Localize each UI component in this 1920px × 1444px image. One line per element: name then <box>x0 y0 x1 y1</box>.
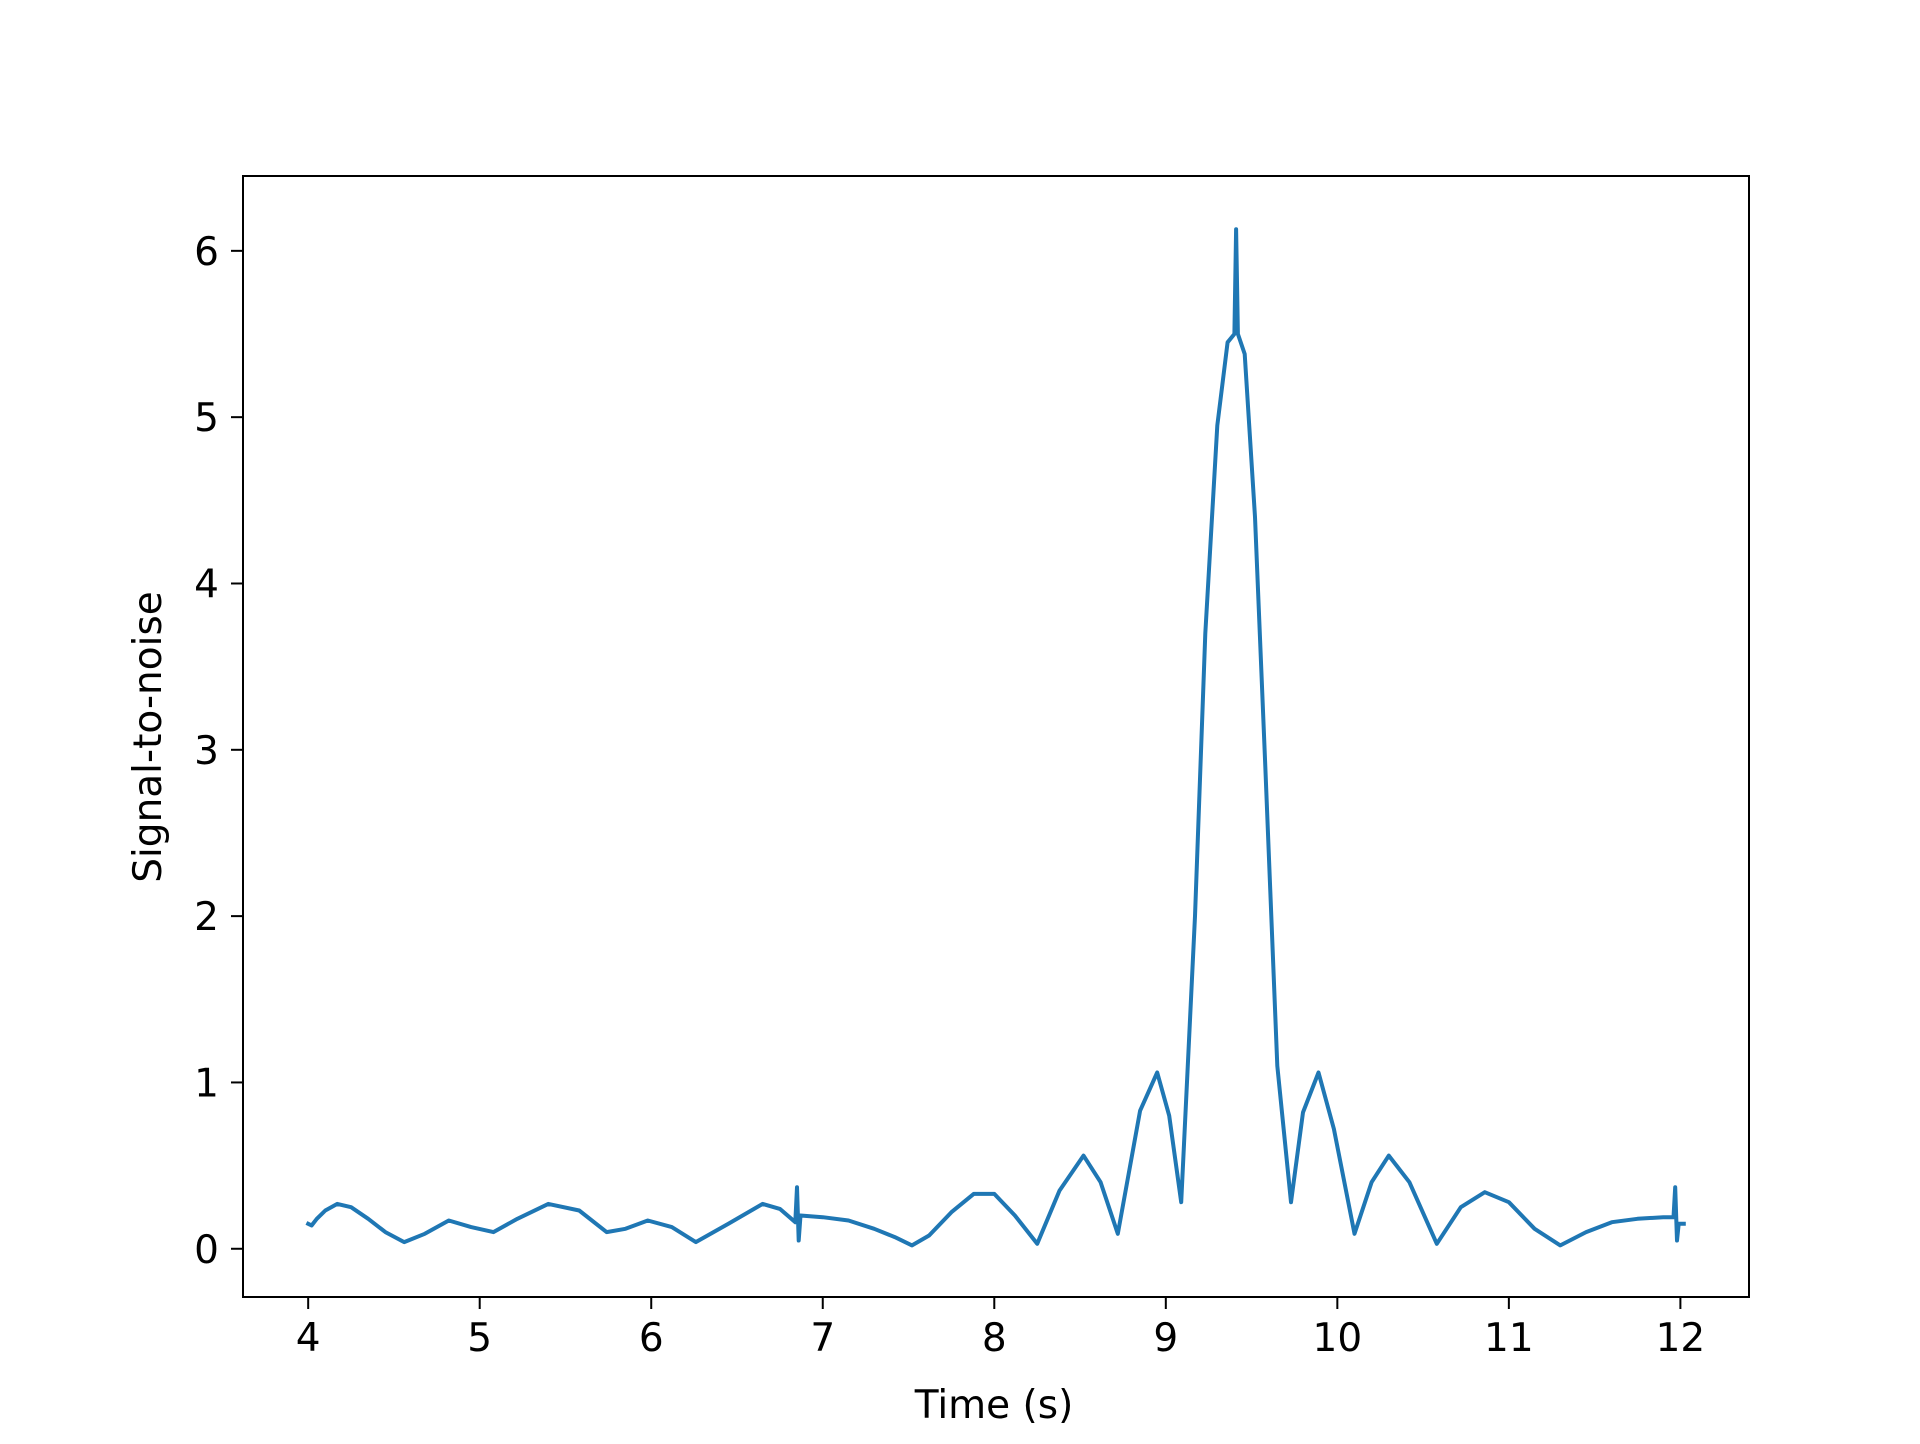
plot-layer <box>305 227 1686 1248</box>
y-tick-label: 1 <box>194 1061 219 1106</box>
axes-frame <box>242 175 1750 1298</box>
x-axis: 4 5 6 7 8 9 10 11 12 <box>296 1297 1705 1361</box>
x-tick-label: 12 <box>1656 1316 1706 1361</box>
x-tick-label: 7 <box>810 1316 835 1361</box>
y-tick-label: 6 <box>194 230 219 275</box>
x-axis-label: Time (s) <box>914 1383 1074 1428</box>
y-tick-label: 0 <box>194 1228 219 1273</box>
y-tick-label: 4 <box>194 562 219 607</box>
y-tick-label: 3 <box>194 729 219 774</box>
y-tick-label: 5 <box>194 396 219 441</box>
y-axis-label: Signal-to-noise <box>126 591 171 883</box>
x-tick-label: 9 <box>1153 1316 1178 1361</box>
x-tick-label: 11 <box>1484 1316 1534 1361</box>
x-tick-label: 5 <box>467 1316 492 1361</box>
y-axis: 0 1 2 3 4 5 6 <box>194 230 243 1273</box>
x-tick-label: 6 <box>639 1316 664 1361</box>
x-tick-label: 4 <box>296 1316 321 1361</box>
x-tick-label: 8 <box>982 1316 1007 1361</box>
x-tick-label: 10 <box>1313 1316 1363 1361</box>
series-line-0 <box>305 227 1686 1248</box>
y-tick-label: 2 <box>194 895 219 940</box>
